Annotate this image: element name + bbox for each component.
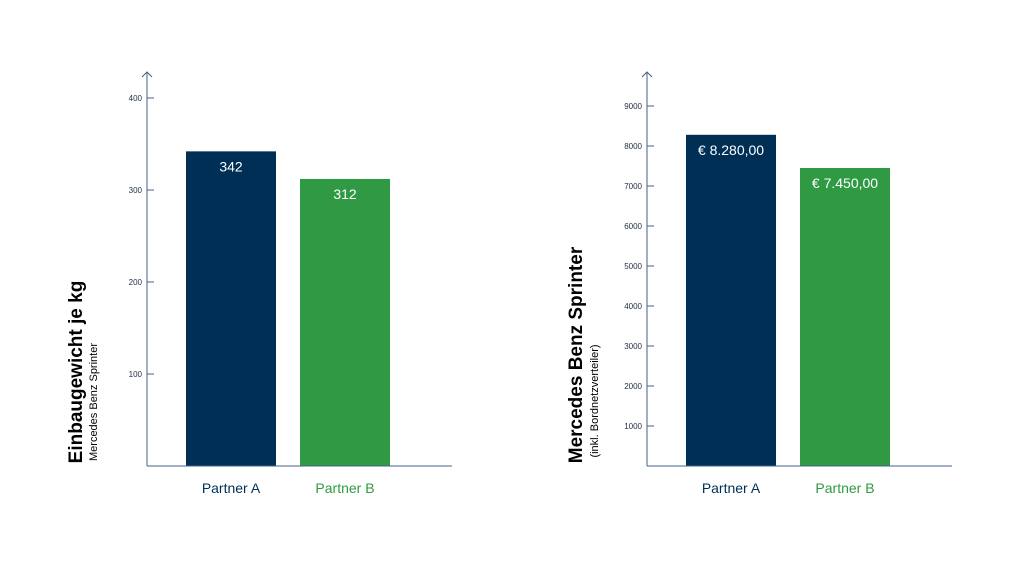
price-chart-y-subtitle: (inkl. Bordnetzverteiler) [589, 344, 601, 457]
price-chart: 1000 2000 3000 4000 5000 6000 7000 8000 9000 € 8.… [500, 0, 1012, 576]
price-chart-y-tick-label: 3000 [624, 342, 642, 351]
weight-chart-y-axis-arrow-icon [141, 71, 153, 78]
price-chart-y-tick-label: 8000 [624, 142, 642, 151]
weight-chart-bar-partner-a [186, 151, 276, 467]
price-chart-category-label: Partner A [702, 480, 761, 496]
weight-chart-bar-value-label: 312 [333, 186, 357, 202]
price-chart-svg: 1000 2000 3000 4000 5000 6000 7000 8000 9000 € 8.… [566, 71, 952, 496]
weight-chart-category-label: Partner A [202, 480, 261, 496]
price-chart-y-title: Mercedes Benz Sprinter [566, 246, 587, 463]
weight-chart-y-tick-label: 400 [129, 94, 143, 103]
price-chart-y-tick-label: 1000 [624, 422, 642, 431]
weight-chart-bar-partner-b [300, 178, 390, 466]
weight-chart-y-title: Einbaugewicht je kg [66, 281, 87, 464]
weight-chart-y-tick-label: 100 [129, 370, 143, 379]
price-chart-y-tick-label: 6000 [624, 222, 642, 231]
price-chart-y-tick-label: 2000 [624, 382, 642, 391]
weight-chart-category-label: Partner B [315, 480, 374, 496]
weight-chart-y-subtitle: Mercedes Benz Sprinter [88, 343, 100, 461]
weight-chart-bar-value-label: 342 [219, 158, 243, 174]
weight-chart-y-tick-label: 300 [129, 186, 143, 195]
price-chart-y-tick-label: 9000 [624, 102, 642, 111]
price-chart-bar-value-label: € 8.280,00 [698, 142, 764, 158]
price-chart-y-axis-arrow-icon [641, 71, 653, 78]
price-chart-bar-partner-a [686, 134, 776, 467]
price-chart-y-tick-label: 7000 [624, 182, 642, 191]
price-chart-y-tick-label: 5000 [624, 262, 642, 271]
price-chart-bar-partner-b [800, 168, 890, 466]
price-chart-bar-value-label: € 7.450,00 [812, 175, 878, 191]
weight-chart-y-tick-label: 200 [129, 278, 143, 287]
weight-chart-svg: 100 200 300 400 342 Partner A 312 Partner B Ein… [66, 71, 452, 496]
weight-chart: 100 200 300 400 342 Partner A 312 Partner B Ein… [66, 71, 452, 496]
price-chart-y-tick-label: 4000 [624, 302, 642, 311]
price-chart-category-label: Partner B [815, 480, 874, 496]
